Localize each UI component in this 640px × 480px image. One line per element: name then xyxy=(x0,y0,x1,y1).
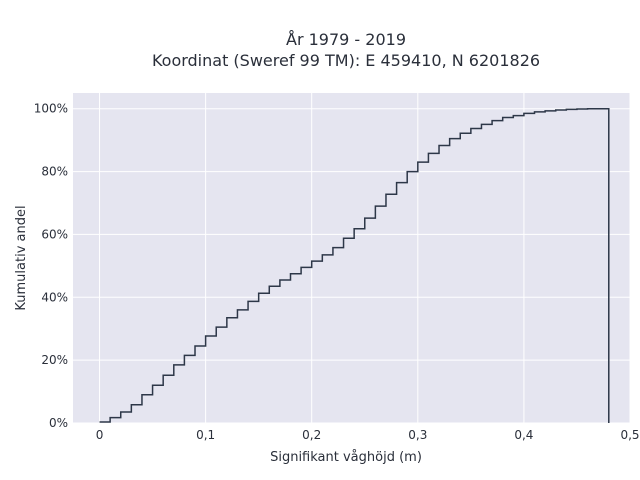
x-tick-label: 0,4 xyxy=(514,428,533,442)
y-tick-label: 40% xyxy=(41,290,68,304)
x-tick-label: 0,1 xyxy=(196,428,215,442)
x-tick-label: 0,5 xyxy=(620,428,639,442)
plot-area xyxy=(73,93,630,423)
x-tick-labels: 0 0,1 0,2 0,3 0,4 0,5 xyxy=(96,428,640,442)
y-axis-label: Kumulativ andel xyxy=(14,205,29,310)
y-tick-labels: 0% 20% 40% 60% 80% 100% xyxy=(34,102,68,430)
chart-title-line-1: År 1979 - 2019 xyxy=(286,30,406,49)
y-tick-label: 20% xyxy=(41,353,68,367)
y-tick-label: 60% xyxy=(41,227,68,241)
x-axis-label: Signifikant våghöjd (m) xyxy=(270,450,422,465)
cumulative-step-line xyxy=(99,107,610,423)
y-tick-label: 100% xyxy=(34,102,68,116)
grid xyxy=(73,93,631,424)
chart-title-line-2: Koordinat (Sweref 99 TM): E 459410, N 62… xyxy=(152,51,540,70)
x-tick-label: 0 xyxy=(96,428,104,442)
x-tick-label: 0,3 xyxy=(408,428,427,442)
y-tick-label: 0% xyxy=(49,416,68,430)
x-tick-label: 0,2 xyxy=(302,428,321,442)
y-tick-label: 80% xyxy=(41,165,68,179)
